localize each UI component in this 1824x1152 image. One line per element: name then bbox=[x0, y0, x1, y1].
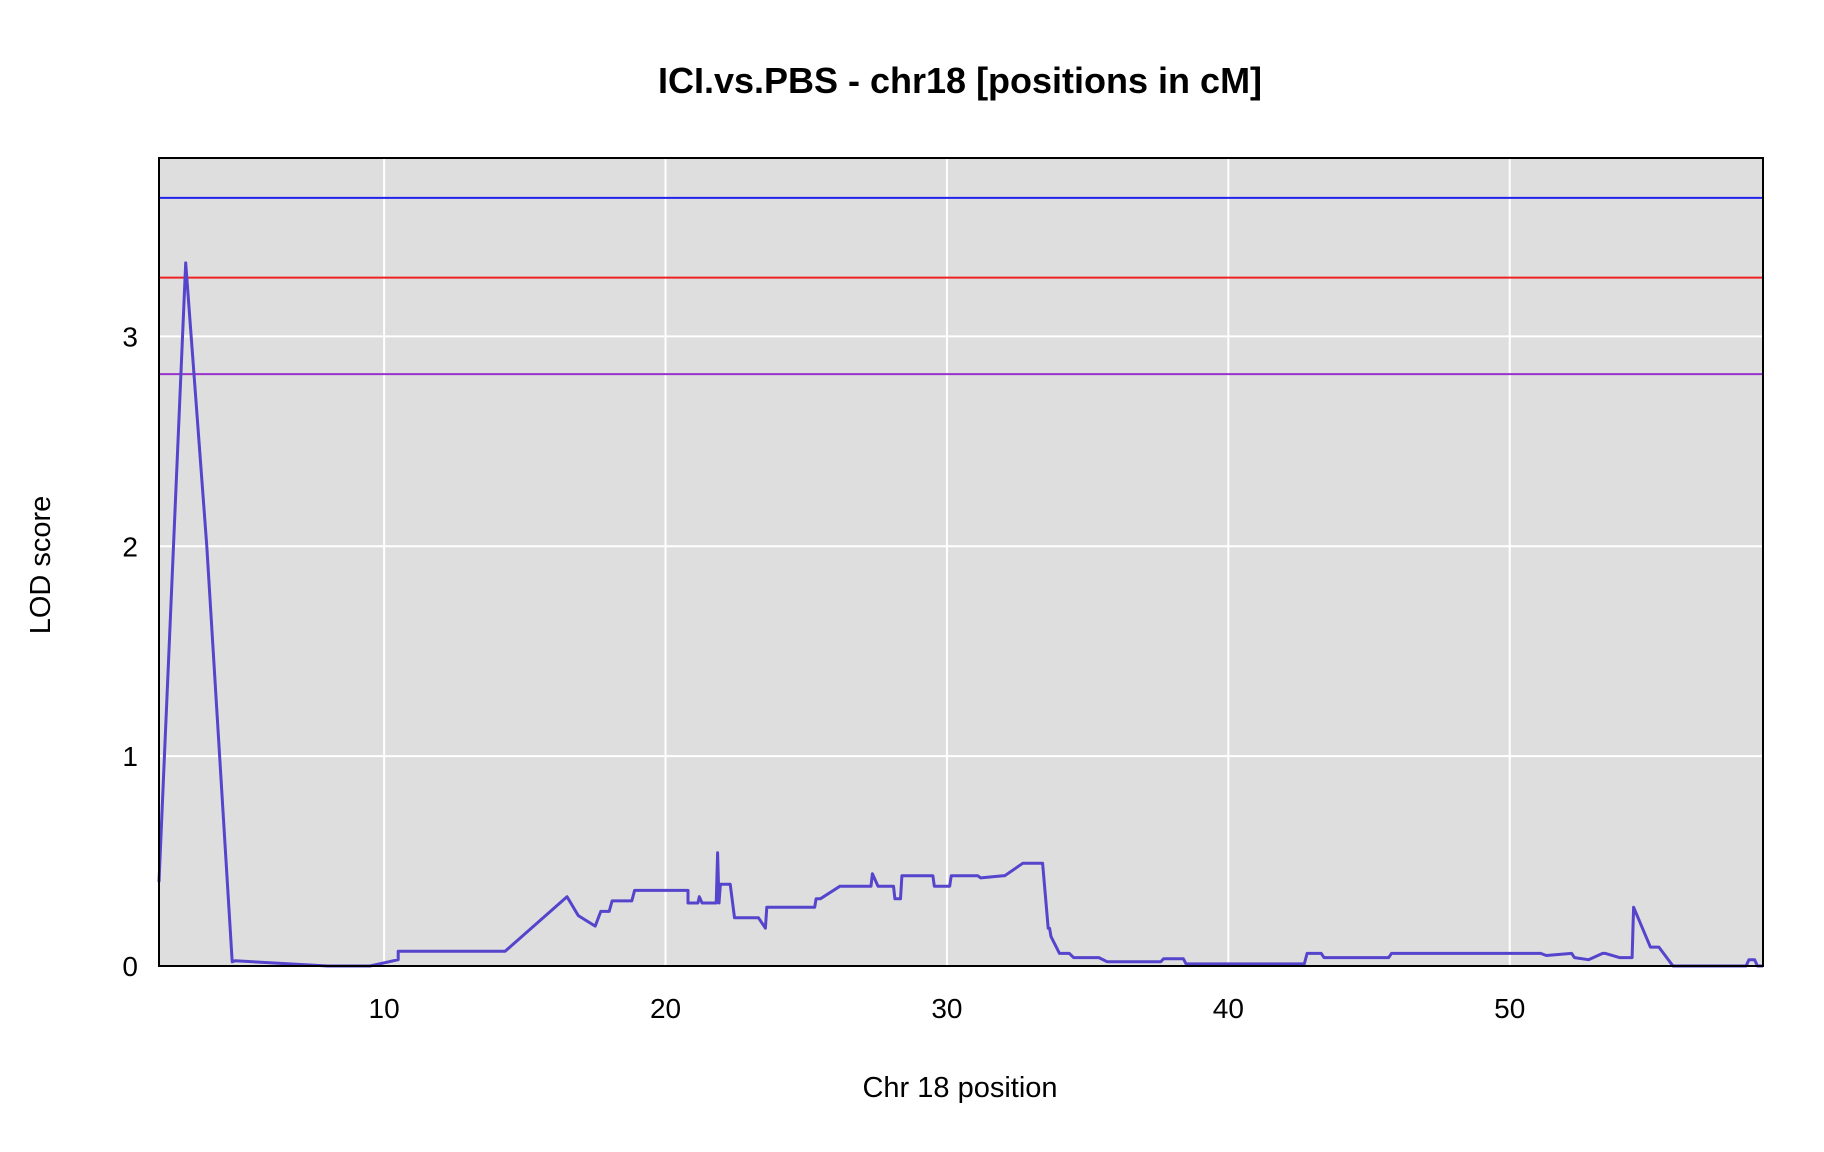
plot-background bbox=[159, 158, 1763, 966]
x-tick-label: 30 bbox=[931, 993, 962, 1024]
y-axis-label: LOD score bbox=[25, 496, 57, 635]
x-axis-label: Chr 18 position bbox=[862, 1072, 1057, 1104]
y-tick-label: 0 bbox=[122, 951, 138, 982]
x-tick-label: 20 bbox=[650, 993, 681, 1024]
y-tick-label: 1 bbox=[122, 741, 138, 772]
lod-series-line bbox=[157, 261, 1763, 968]
chart-title: ICI.vs.PBS - chr18 [positions in cM] bbox=[658, 60, 1262, 101]
y-tick-label: 2 bbox=[122, 531, 138, 562]
y-tick-label: 3 bbox=[122, 321, 138, 352]
plot-frame bbox=[158, 157, 1764, 967]
plot-area: 10 20 30 40 50 0 1 2 3 bbox=[122, 157, 1764, 1024]
x-tick-label: 40 bbox=[1213, 993, 1244, 1024]
x-tick-label: 10 bbox=[369, 993, 400, 1024]
x-tick-label: 50 bbox=[1494, 993, 1525, 1024]
